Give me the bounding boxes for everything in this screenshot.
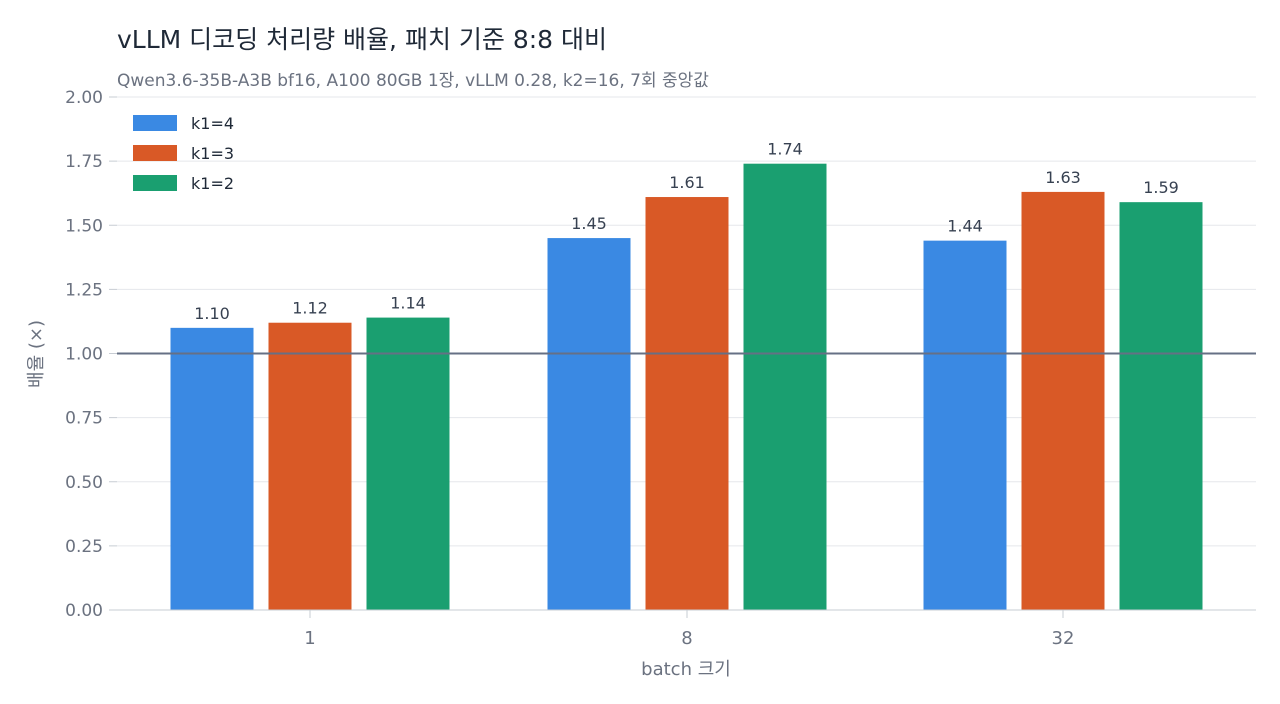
bar (923, 240, 1007, 610)
data-label: 1.74 (767, 140, 803, 159)
data-label: 1.44 (947, 217, 983, 236)
data-label: 1.14 (390, 294, 426, 313)
data-label: 1.59 (1143, 178, 1179, 197)
legend-swatch (133, 175, 177, 191)
y-tick-label: 0.25 (65, 537, 103, 557)
bar (268, 322, 352, 610)
y-tick-label: 1.00 (65, 345, 103, 365)
y-tick-label: 0.75 (65, 409, 103, 429)
legend-label: k1=4 (191, 114, 234, 133)
y-tick-label: 0.00 (65, 601, 103, 621)
data-label: 1.12 (292, 299, 328, 318)
legend-swatch (133, 145, 177, 161)
bar (547, 238, 631, 610)
data-label: 1.10 (194, 304, 230, 323)
x-tick-label: 32 (1052, 628, 1075, 649)
bar (1119, 202, 1203, 611)
bars (170, 163, 1203, 611)
bar (366, 317, 450, 610)
x-tick-label: 8 (681, 628, 692, 649)
data-labels: 1.10 1.12 1.14 1.45 1.61 1.74 1.44 1.63 1.59 (194, 140, 1179, 323)
y-axis-title: 배율 (×) (26, 320, 47, 388)
bar (645, 197, 729, 610)
axes: 0.00 0.25 0.50 0.75 1.00 1.25 1.50 1.75 2.00 1 8 32 (65, 88, 1256, 649)
legend-label: k1=3 (191, 144, 234, 163)
bar (1021, 191, 1105, 610)
data-label: 1.45 (571, 214, 607, 233)
y-tick-label: 2.00 (65, 88, 103, 108)
bar (743, 163, 827, 610)
bar (170, 327, 254, 610)
legend-swatch (133, 115, 177, 131)
legend: k1=4 k1=3 k1=2 (133, 114, 234, 193)
legend-label: k1=2 (191, 174, 234, 193)
y-tick-label: 1.25 (65, 280, 103, 300)
y-tick-label: 1.75 (65, 152, 103, 172)
y-tick-label: 0.50 (65, 473, 103, 493)
chart-title: vLLM 디코딩 처리량 배율, 패치 기준 8:8 대비 (117, 25, 608, 54)
x-axis-title: batch 크기 (641, 659, 731, 680)
data-label: 1.61 (669, 173, 705, 192)
y-tick-label: 1.50 (65, 216, 103, 236)
x-tick-label: 1 (304, 628, 315, 649)
chart-subtitle: Qwen3.6-35B-A3B bf16, A100 80GB 1장, vLLM… (117, 71, 709, 91)
data-label: 1.63 (1045, 168, 1081, 187)
